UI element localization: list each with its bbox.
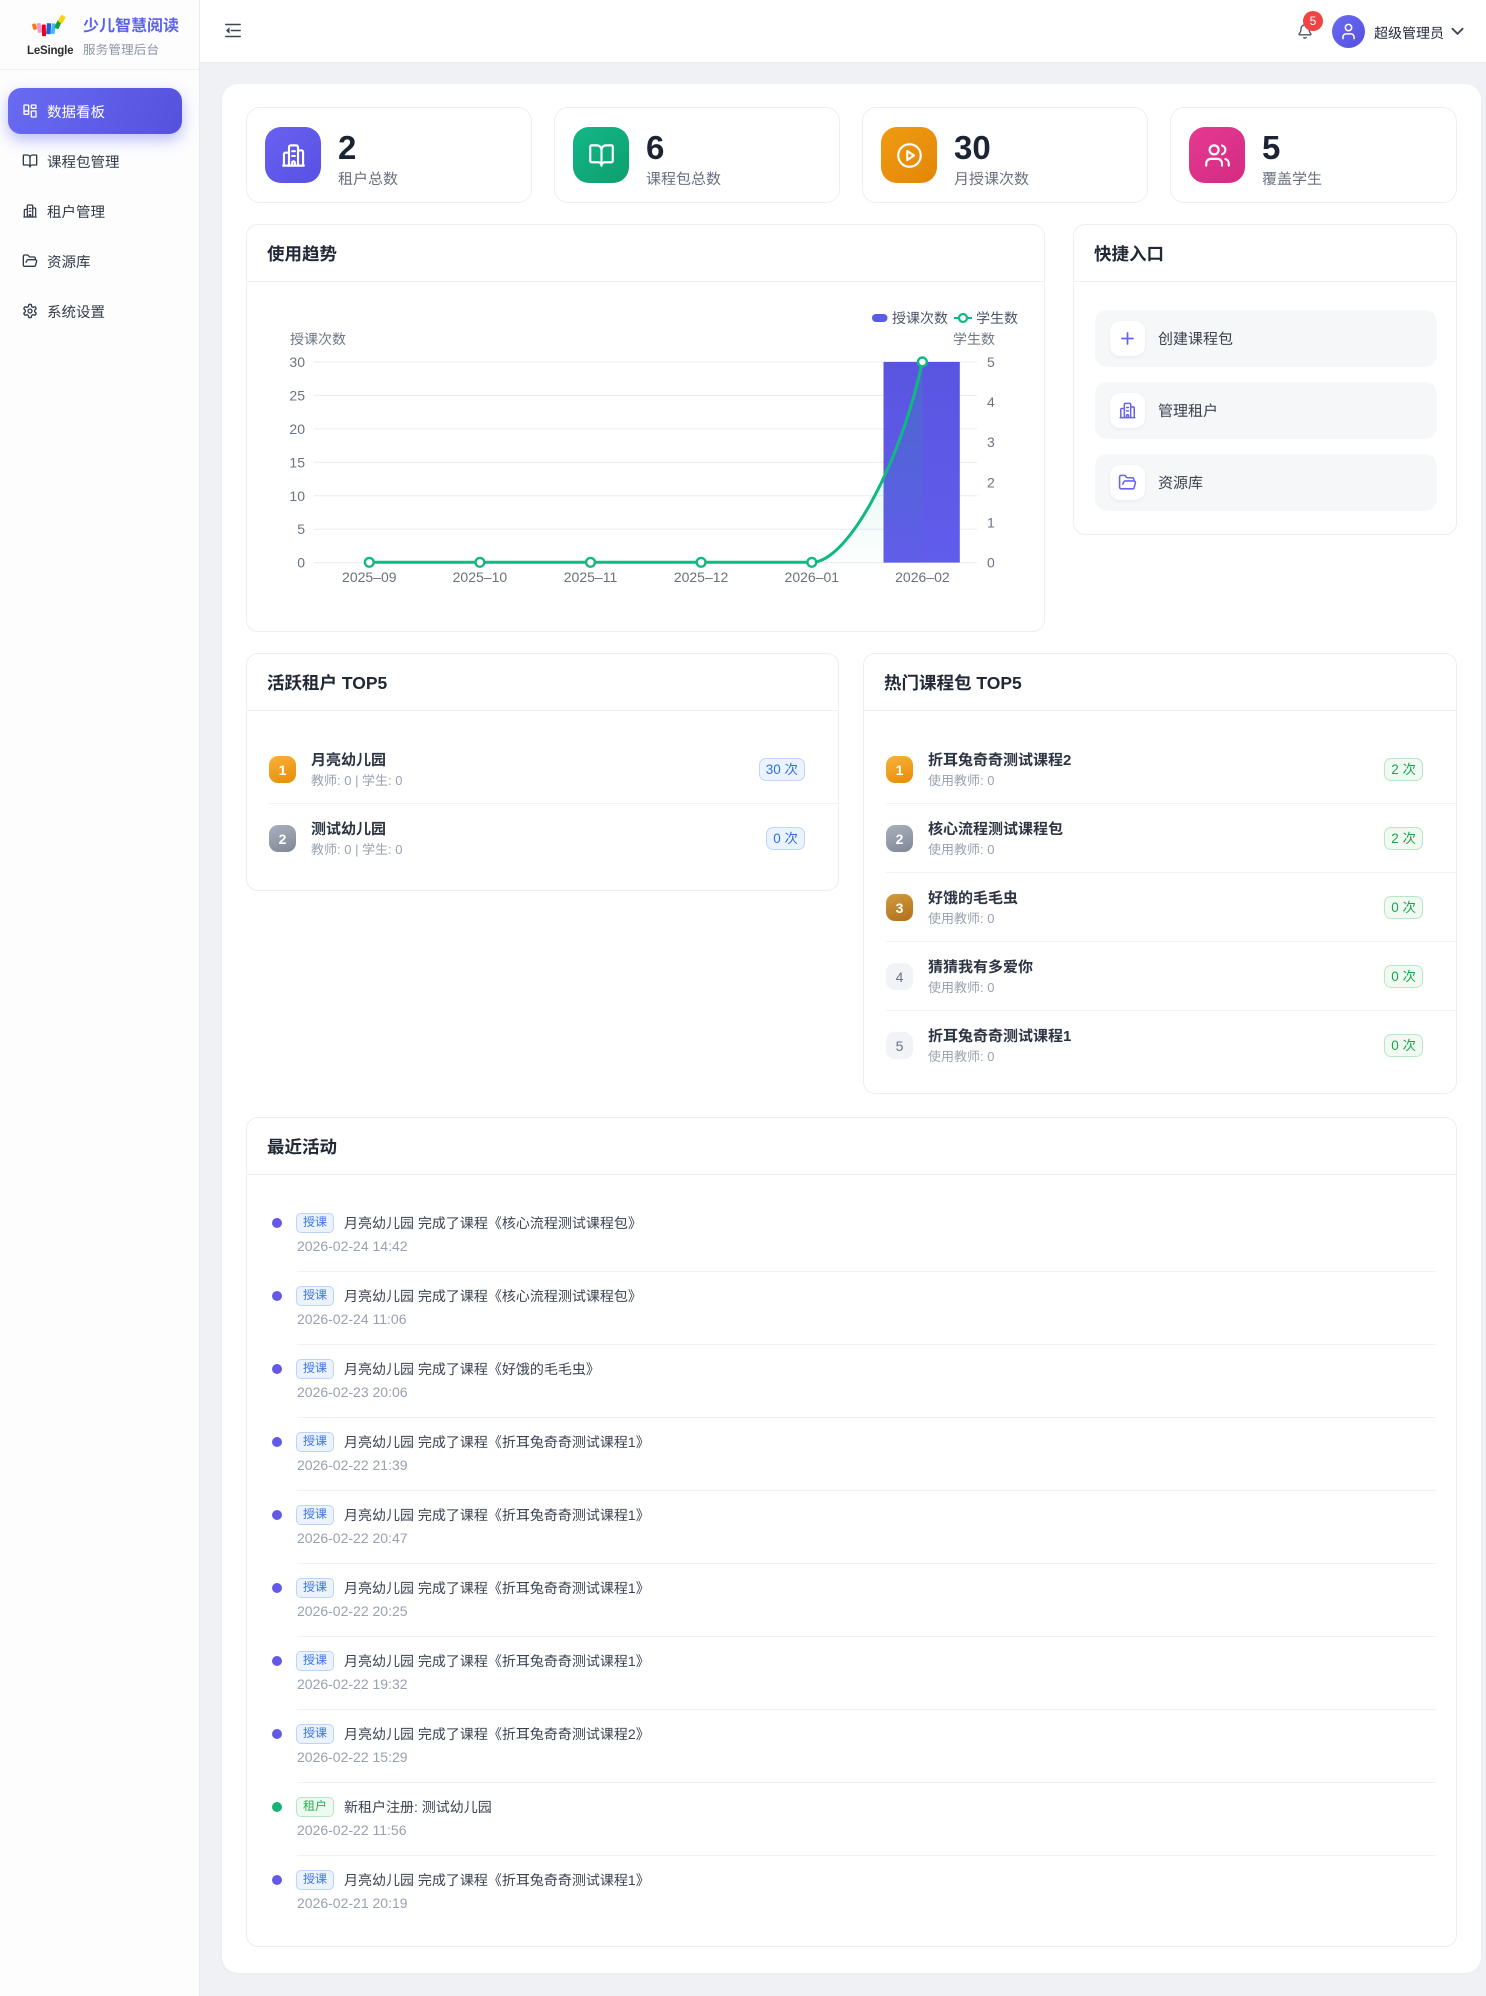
svg-text:2025–11: 2025–11 — [564, 569, 618, 585]
svg-text:2025–09: 2025–09 — [342, 569, 397, 585]
svg-text:2025–12: 2025–12 — [674, 569, 729, 585]
svg-text:4: 4 — [987, 394, 995, 410]
svg-text:2026–02: 2026–02 — [895, 569, 950, 585]
svg-text:授课次数: 授课次数 — [290, 331, 346, 347]
svg-text:学生数: 学生数 — [953, 331, 995, 347]
svg-text:学生数: 学生数 — [976, 310, 1018, 326]
svg-text:10: 10 — [289, 488, 305, 504]
svg-text:0: 0 — [297, 555, 305, 571]
svg-text:授课次数: 授课次数 — [892, 310, 948, 326]
svg-text:1: 1 — [987, 515, 995, 531]
svg-text:2026–01: 2026–01 — [785, 569, 840, 585]
svg-text:25: 25 — [289, 387, 305, 403]
svg-text:5: 5 — [297, 521, 305, 537]
svg-text:20: 20 — [289, 421, 305, 437]
svg-text:2025–10: 2025–10 — [453, 569, 508, 585]
svg-text:3: 3 — [987, 434, 995, 450]
svg-text:0: 0 — [987, 555, 995, 571]
svg-text:15: 15 — [289, 454, 305, 470]
svg-text:5: 5 — [987, 354, 995, 370]
svg-text:30: 30 — [289, 354, 305, 370]
svg-text:2: 2 — [987, 474, 995, 490]
